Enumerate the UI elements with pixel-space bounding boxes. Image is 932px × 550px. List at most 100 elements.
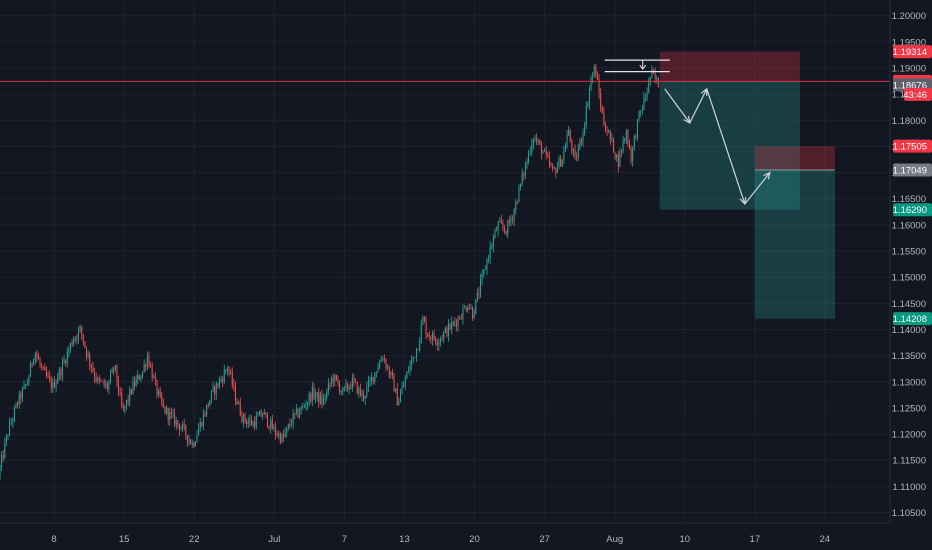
- candle-body: [110, 373, 112, 382]
- candle-body: [415, 349, 417, 358]
- candle-body: [198, 429, 200, 436]
- y-tick-label: 1.14500: [892, 299, 926, 310]
- y-tick-label: 1.15000: [892, 273, 926, 284]
- candle-body: [58, 369, 60, 379]
- candle-body: [94, 371, 96, 377]
- candle-body: [430, 337, 432, 340]
- candle-body: [342, 387, 344, 392]
- time-axis[interactable]: 8 15 22 Jul 7 13 20 27 Aug 10 17 24: [0, 522, 932, 550]
- candle-body: [118, 381, 120, 392]
- candle-body: [159, 391, 161, 396]
- y-tick-label: 1.13500: [892, 351, 926, 362]
- candle-body: [44, 367, 46, 371]
- candle-body: [319, 395, 321, 403]
- candle-body: [443, 332, 445, 339]
- candle-body: [390, 372, 392, 375]
- candle-body: [456, 322, 458, 327]
- price-series: [0, 63, 659, 480]
- candle-body: [98, 378, 100, 381]
- candle-body: [648, 80, 650, 93]
- candle-body: [37, 356, 39, 360]
- candle-body: [170, 411, 172, 414]
- candle-body: [299, 413, 301, 417]
- price-axis-badge-label: 1.17505: [893, 142, 927, 153]
- candle-body: [464, 307, 466, 309]
- candle-body: [39, 359, 41, 365]
- price-axis-badge: [893, 163, 932, 177]
- candle-body: [268, 426, 270, 429]
- candle-body: [486, 259, 488, 270]
- candle-body: [521, 173, 523, 184]
- candle-body: [620, 151, 622, 153]
- candle-body: [513, 210, 515, 221]
- candle-body: [302, 406, 304, 408]
- candle-body: [363, 393, 365, 400]
- candle-body: [375, 372, 377, 373]
- candle-body: [114, 365, 116, 370]
- candle-body: [465, 307, 467, 311]
- price-axis[interactable]: 1.10500 1.11000 1.11500 1.12000 1.12500 1.130…: [889, 0, 932, 550]
- candle-body: [65, 360, 67, 364]
- candle-body: [217, 383, 219, 387]
- candle-body: [321, 395, 323, 405]
- candle-body: [222, 379, 224, 382]
- price-axis-badge: [893, 203, 932, 217]
- candle-body: [111, 368, 113, 374]
- candle-body: [624, 138, 626, 141]
- x-tick-label: 7: [342, 534, 347, 545]
- candle-body: [0, 466, 1, 476]
- candle-body: [467, 308, 469, 311]
- candle-body: [629, 143, 631, 149]
- candle-body: [580, 140, 582, 142]
- candle-body: [337, 379, 339, 384]
- projection-segment: [664, 88, 691, 124]
- candle-body: [66, 351, 68, 364]
- x-tick-label: 24: [820, 534, 831, 545]
- candle-body: [151, 365, 153, 379]
- x-tick-label: 20: [469, 534, 480, 545]
- candle-body: [331, 378, 333, 384]
- candle-body: [601, 107, 603, 114]
- candle-body: [300, 407, 302, 414]
- candle-body: [571, 140, 573, 151]
- candle-body: [53, 382, 55, 388]
- candle-body: [611, 138, 613, 139]
- candle-body: [598, 79, 600, 94]
- candle-body: [507, 220, 509, 235]
- candle-body: [238, 402, 240, 405]
- candle-body: [587, 104, 589, 107]
- candle-body: [398, 401, 400, 406]
- candle-body: [242, 414, 244, 422]
- candle-body: [385, 359, 387, 368]
- candle-body: [550, 164, 552, 167]
- candle-body: [478, 292, 480, 295]
- y-tick-label: 1.14000: [892, 325, 926, 336]
- candle-body: [454, 322, 456, 323]
- candle-body: [257, 415, 259, 417]
- candle-body: [552, 166, 554, 168]
- candle-body: [158, 391, 160, 395]
- candle-body: [379, 362, 381, 369]
- candle-body: [174, 413, 176, 425]
- candle-body: [340, 391, 342, 393]
- candle-body: [191, 442, 193, 445]
- candle-body: [420, 324, 422, 341]
- candle-body: [638, 111, 640, 120]
- candle-body: [510, 219, 512, 223]
- y-tick-label: 1.20000: [892, 11, 926, 22]
- candle-body: [497, 222, 499, 231]
- candle-body: [366, 386, 368, 396]
- candle-body: [154, 376, 156, 381]
- candle-body: [161, 395, 163, 404]
- candle-body: [249, 419, 251, 422]
- candle-body: [97, 378, 99, 381]
- x-tick-label: 22: [189, 534, 200, 545]
- candle-body: [247, 421, 249, 424]
- candle-body: [42, 367, 44, 369]
- candle-body: [172, 413, 174, 415]
- y-tick-label: 1.15500: [892, 247, 926, 258]
- candle-body: [475, 299, 477, 315]
- candle-body: [515, 201, 517, 211]
- candle-body: [69, 343, 71, 350]
